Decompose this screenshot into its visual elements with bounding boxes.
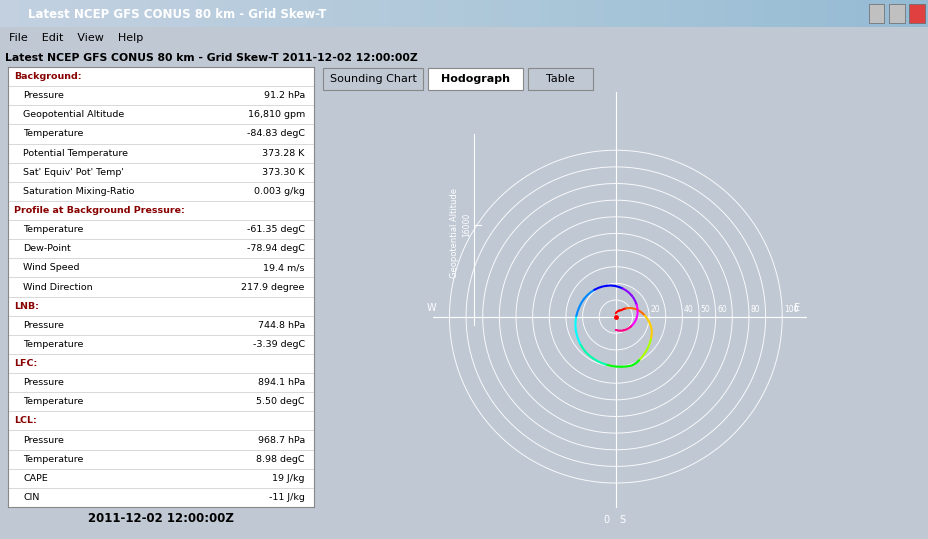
Text: 373.30 K: 373.30 K [262, 168, 304, 177]
FancyBboxPatch shape [868, 4, 883, 23]
Text: Latest NCEP GFS CONUS 80 km - Grid Skew-T 2011-12-02 12:00:00Z: Latest NCEP GFS CONUS 80 km - Grid Skew-… [5, 53, 417, 63]
Text: 16000: 16000 [461, 213, 470, 237]
Text: Geopotential Altitude: Geopotential Altitude [23, 110, 124, 119]
Text: E: E [793, 303, 799, 313]
Text: -78.94 degC: -78.94 degC [247, 244, 304, 253]
Text: -3.39 degC: -3.39 degC [252, 340, 304, 349]
Text: CAPE: CAPE [23, 474, 48, 483]
Text: 5.50 degC: 5.50 degC [256, 397, 304, 406]
Text: 744.8 hPa: 744.8 hPa [257, 321, 304, 330]
Text: Dew-Point: Dew-Point [23, 244, 71, 253]
Text: Temperature: Temperature [23, 225, 84, 234]
Text: 968.7 hPa: 968.7 hPa [257, 436, 304, 445]
FancyBboxPatch shape [909, 4, 924, 23]
Text: Temperature: Temperature [23, 129, 84, 139]
Text: 2011-12-02 12:00:00Z: 2011-12-02 12:00:00Z [88, 512, 234, 524]
Text: Temperature: Temperature [23, 397, 84, 406]
Text: 16,810 gpm: 16,810 gpm [247, 110, 304, 119]
Text: Sounding Chart: Sounding Chart [329, 74, 416, 84]
Text: -61.35 degC: -61.35 degC [247, 225, 304, 234]
Text: Profile at Background Pressure:: Profile at Background Pressure: [14, 206, 185, 215]
FancyBboxPatch shape [428, 68, 522, 90]
Text: 80: 80 [750, 305, 759, 314]
Text: 894.1 hPa: 894.1 hPa [257, 378, 304, 387]
Text: 217.9 degree: 217.9 degree [241, 282, 304, 292]
Text: 8.98 degC: 8.98 degC [256, 455, 304, 464]
Text: Saturation Mixing-Ratio: Saturation Mixing-Ratio [23, 187, 135, 196]
Text: Wind Direction: Wind Direction [23, 282, 93, 292]
Text: LNB:: LNB: [14, 302, 39, 310]
Text: 60: 60 [716, 305, 727, 314]
Text: Background:: Background: [14, 72, 82, 81]
FancyBboxPatch shape [527, 68, 592, 90]
FancyBboxPatch shape [323, 68, 422, 90]
Text: Hodograph: Hodograph [441, 74, 509, 84]
Text: CIN: CIN [23, 493, 40, 502]
Text: File    Edit    View    Help: File Edit View Help [9, 33, 144, 43]
Text: 19 J/kg: 19 J/kg [272, 474, 304, 483]
Text: Pressure: Pressure [23, 91, 64, 100]
Text: 100: 100 [783, 305, 797, 314]
Text: LFC:: LFC: [14, 359, 37, 368]
Text: 40: 40 [683, 305, 693, 314]
Text: 0.003 g/kg: 0.003 g/kg [253, 187, 304, 196]
Text: Pressure: Pressure [23, 321, 64, 330]
Text: Sat' Equiv' Pot' Temp': Sat' Equiv' Pot' Temp' [23, 168, 124, 177]
Text: S: S [618, 515, 625, 524]
Text: Wind Speed: Wind Speed [23, 264, 80, 272]
Text: 19.4 m/s: 19.4 m/s [263, 264, 304, 272]
Text: -84.83 degC: -84.83 degC [247, 129, 304, 139]
Text: 373.28 K: 373.28 K [263, 149, 304, 157]
Text: Latest NCEP GFS CONUS 80 km - Grid Skew-T: Latest NCEP GFS CONUS 80 km - Grid Skew-… [28, 8, 326, 22]
Text: Temperature: Temperature [23, 455, 84, 464]
Text: 20: 20 [651, 305, 660, 314]
Text: LCL:: LCL: [14, 417, 37, 425]
Text: W: W [426, 303, 435, 313]
FancyBboxPatch shape [888, 4, 904, 23]
Text: Potential Temperature: Potential Temperature [23, 149, 128, 157]
Text: Temperature: Temperature [23, 340, 84, 349]
Text: Geopotential Altitude: Geopotential Altitude [449, 189, 458, 279]
Text: Pressure: Pressure [23, 436, 64, 445]
Text: Table: Table [546, 74, 574, 84]
Text: 50: 50 [700, 305, 710, 314]
Text: 91.2 hPa: 91.2 hPa [264, 91, 304, 100]
Text: -11 J/kg: -11 J/kg [268, 493, 304, 502]
Text: 0: 0 [602, 515, 609, 524]
Text: Pressure: Pressure [23, 378, 64, 387]
